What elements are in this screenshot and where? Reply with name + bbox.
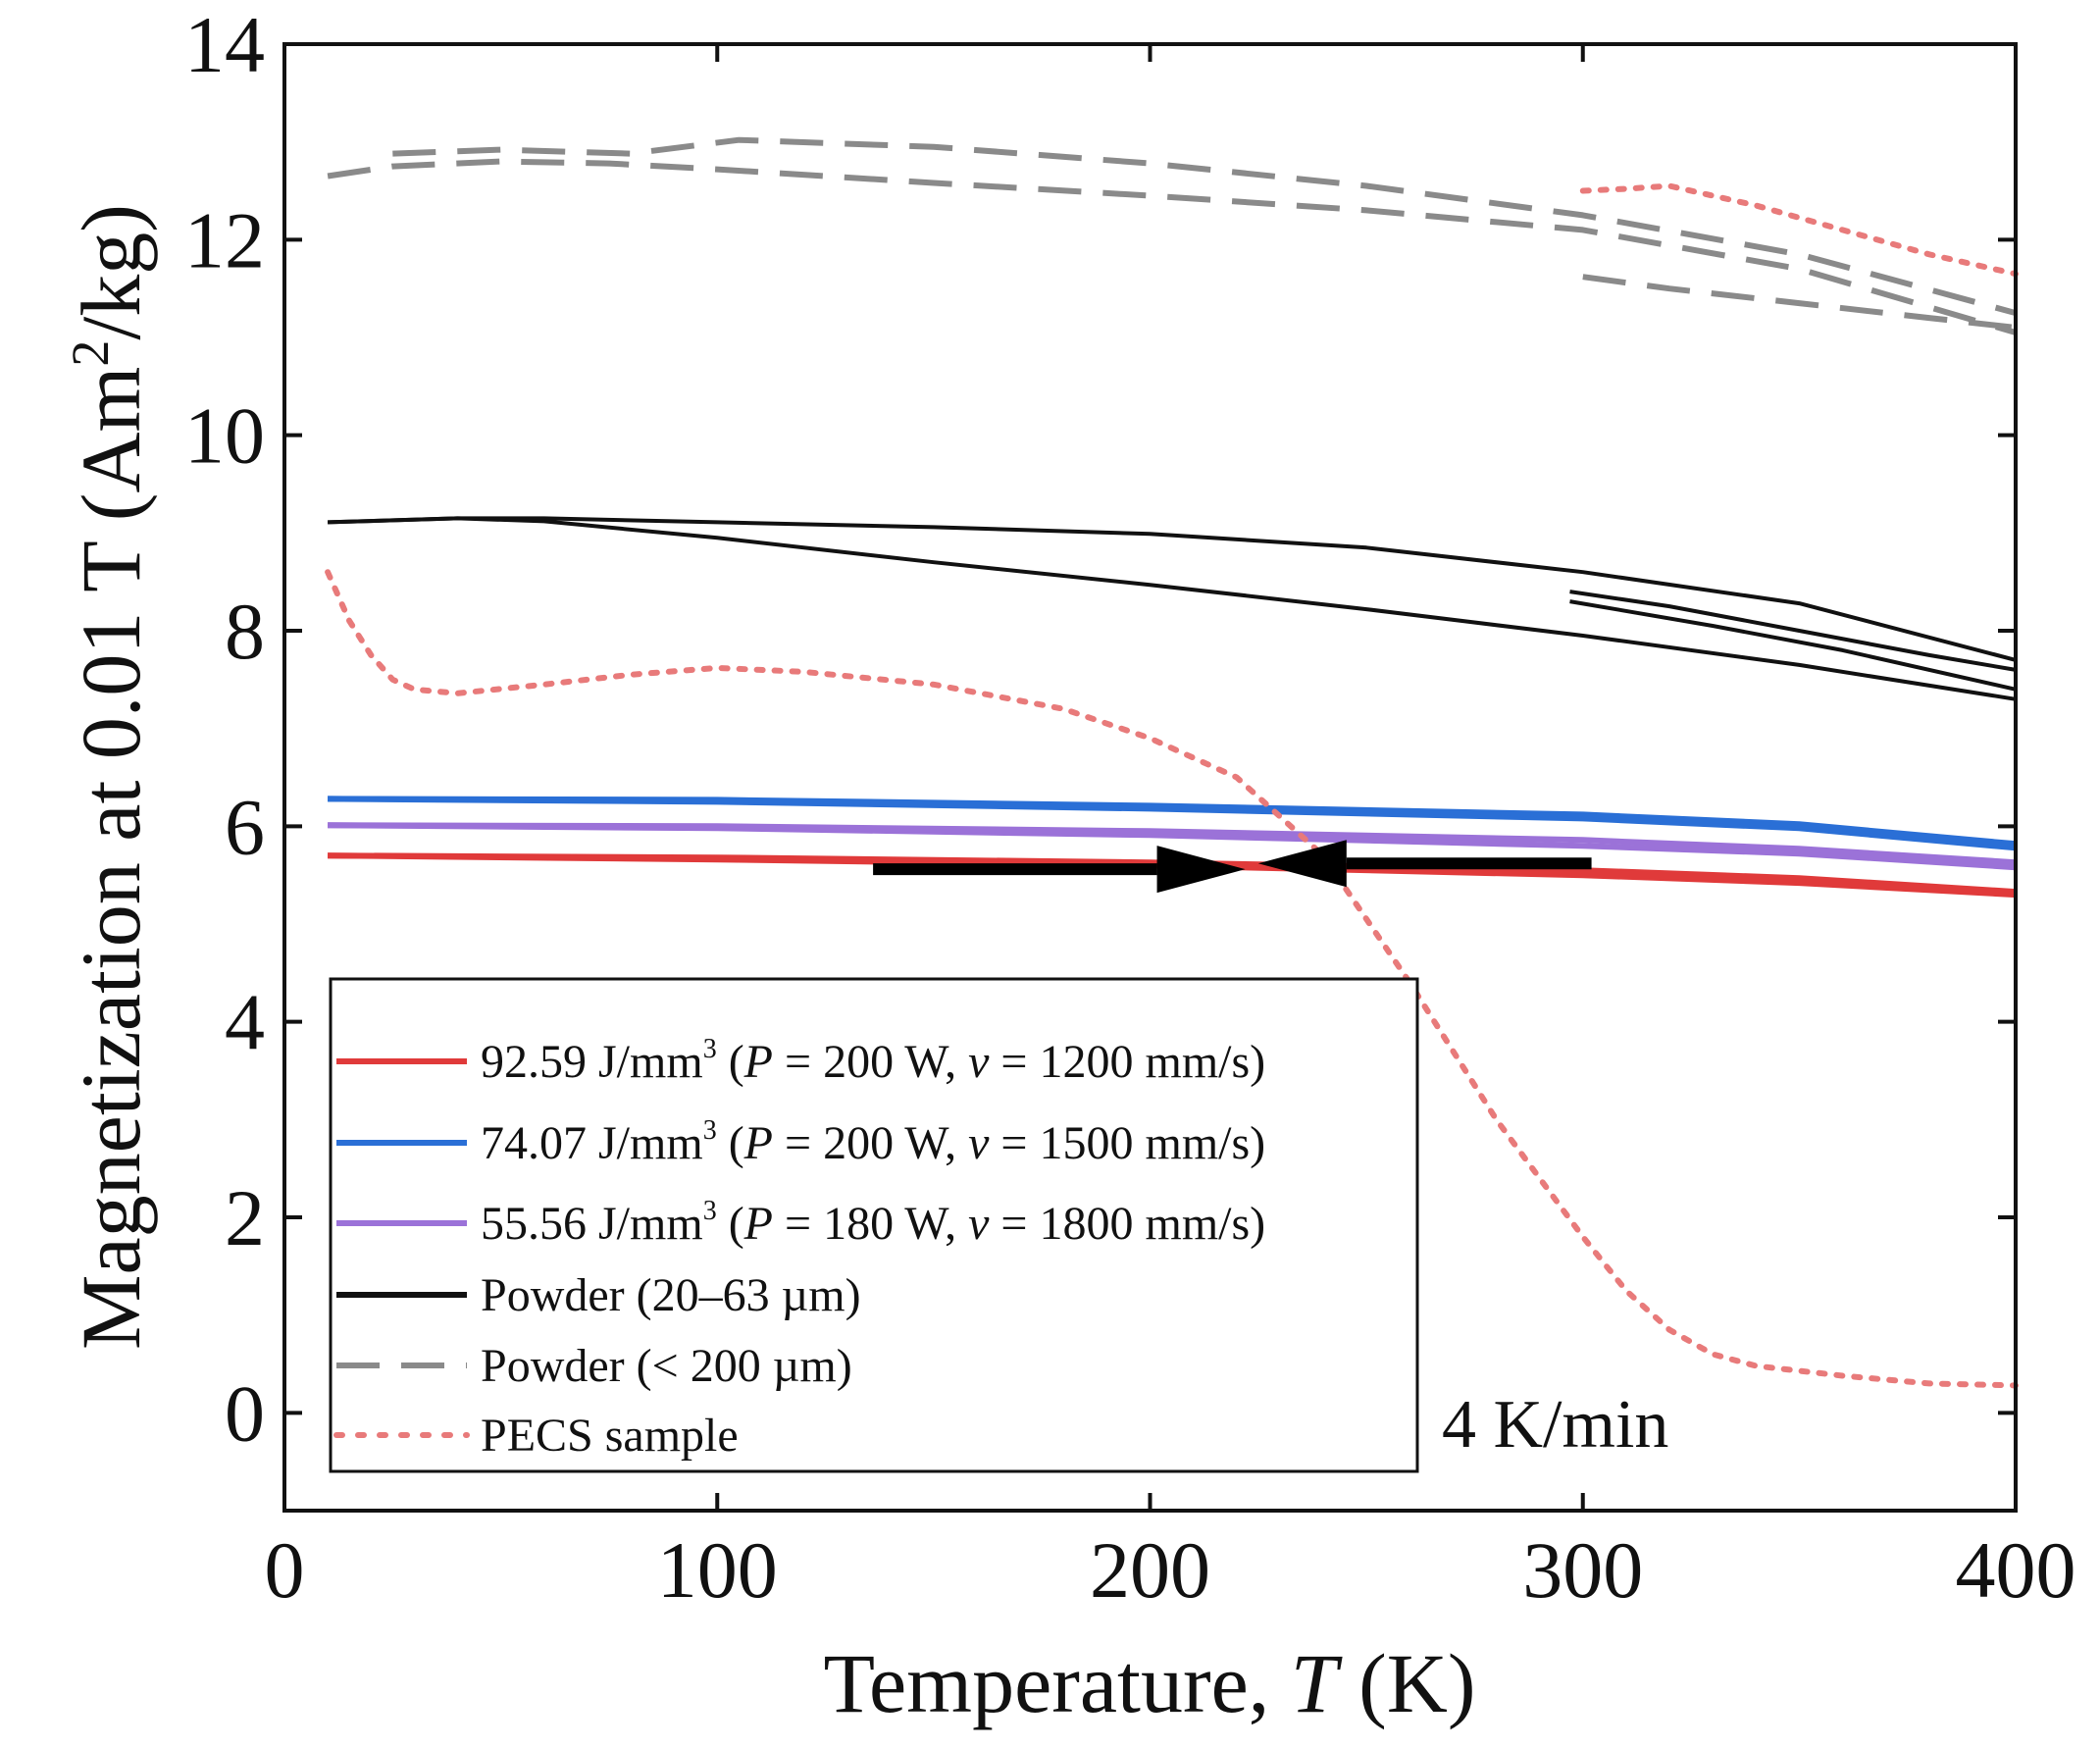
x-tick-label: 100: [657, 1525, 778, 1615]
y-axis-title-superscript: 2: [61, 340, 120, 367]
series-pecs-curve-2: [1579, 182, 2019, 278]
legend-purple-sup: 3: [703, 1196, 717, 1226]
legend-label-purple: 55.56 J/mm3 (P = 180 W, v = 1800 mm/s): [481, 1196, 1265, 1250]
legend-blue-p: P: [743, 1117, 773, 1169]
x-tick-label: 0: [265, 1525, 305, 1615]
legend-label-black: Powder (20–63 µm): [481, 1269, 861, 1321]
legend-entry-blue: 74.07 J/mm3 (P = 200 W, v = 1500 mm/s): [336, 1115, 1265, 1169]
legend-entry-black: Powder (20–63 µm): [336, 1269, 861, 1321]
series-black-curve-2: [328, 516, 2017, 701]
legend-red-power: = 200 W,: [773, 1036, 968, 1088]
y-axis-title-end: /kg): [64, 204, 158, 340]
legend-label-blue: 74.07 J/mm3 (P = 200 W, v = 1500 mm/s): [481, 1115, 1265, 1169]
legend-purple-speed: = 1800 mm/s): [989, 1198, 1265, 1250]
x-tick-label: 300: [1522, 1525, 1643, 1615]
legend-purple-p: P: [743, 1198, 773, 1250]
arrow-layer: [873, 840, 1592, 894]
series-pecs-curve-1: [325, 569, 2019, 1389]
y-tick-label: 12: [184, 195, 265, 284]
y-tick-label: 6: [225, 782, 265, 871]
legend-box: [329, 977, 1419, 1473]
heating-rate-annotation: 4 K/min: [1442, 1387, 1668, 1463]
x-tick-label: 400: [1956, 1525, 2076, 1615]
x-axis-title-prefix: Temperature,: [823, 1636, 1290, 1730]
x-axis-title-variable: T: [1291, 1636, 1343, 1730]
legend-label-pecs: PECS sample: [481, 1410, 739, 1462]
y-axis-title: Magnetization at 0.01 T (Am2/kg): [61, 204, 158, 1350]
legend-purple-energy: 55.56 J/mm: [481, 1198, 703, 1250]
arrow-heating-head: [1156, 846, 1246, 894]
legend-label-red: 92.59 J/mm3 (P = 200 W, v = 1200 mm/s): [481, 1034, 1265, 1088]
legend-purple-open: (: [717, 1198, 744, 1250]
series-layer: [325, 136, 2019, 1389]
legend-blue-power: = 200 W,: [773, 1117, 968, 1169]
series-black-curve-4: [1569, 599, 2017, 692]
series-purple-curve-2: [328, 822, 2017, 866]
y-tick-label: 2: [225, 1173, 265, 1262]
legend-red-open: (: [717, 1036, 744, 1088]
y-tick-label: 8: [225, 587, 265, 676]
y-tick-label: 4: [225, 978, 265, 1067]
x-axis-title: Temperature, T (K): [823, 1636, 1475, 1730]
series-black-curve-3: [1569, 590, 2017, 672]
tick-layer: 0 100 200 300 400 0 2 4 6 8 10 12 14: [184, 0, 2076, 1615]
legend-entry-gray: Powder (< 200 µm): [336, 1340, 852, 1392]
series-gray-curve-1: [327, 158, 2017, 335]
legend-entry-pecs: PECS sample: [333, 1410, 739, 1462]
legend-entry-purple: 55.56 J/mm3 (P = 180 W, v = 1800 mm/s): [336, 1196, 1265, 1250]
legend-purple-power: = 180 W,: [773, 1198, 968, 1250]
legend-label-gray: Powder (< 200 µm): [481, 1340, 852, 1392]
legend-red-speed: = 1200 mm/s): [989, 1036, 1265, 1088]
legend-blue-sup: 3: [703, 1115, 717, 1146]
series-gray-curve-2: [392, 136, 2017, 316]
legend-red-v: v: [968, 1036, 990, 1088]
y-tick-label: 0: [225, 1368, 265, 1458]
y-tick-label: 14: [184, 0, 265, 89]
legend-red-sup: 3: [703, 1034, 717, 1064]
y-axis-title-main: Magnetization at 0.01 T (Am: [64, 367, 158, 1350]
legend-red-energy: 92.59 J/mm: [481, 1036, 703, 1088]
legend-blue-energy: 74.07 J/mm: [481, 1117, 703, 1169]
legend-blue-speed: = 1500 mm/s): [989, 1117, 1265, 1169]
x-axis-title-unit: (K): [1338, 1636, 1476, 1730]
legend-entry-red: 92.59 J/mm3 (P = 200 W, v = 1200 mm/s): [336, 1034, 1265, 1088]
legend: 92.59 J/mm3 (P = 200 W, v = 1200 mm/s) 7…: [329, 977, 1419, 1473]
series-blue-curve-2: [328, 796, 2017, 848]
y-tick-label: 10: [184, 391, 265, 481]
legend-blue-v: v: [968, 1117, 990, 1169]
legend-red-p: P: [743, 1036, 773, 1088]
legend-purple-v: v: [968, 1198, 990, 1250]
series-gray-curve-3: [1582, 274, 2017, 331]
arrow-cooling-head: [1257, 840, 1347, 888]
legend-blue-open: (: [717, 1117, 744, 1169]
x-tick-label: 200: [1090, 1525, 1210, 1615]
